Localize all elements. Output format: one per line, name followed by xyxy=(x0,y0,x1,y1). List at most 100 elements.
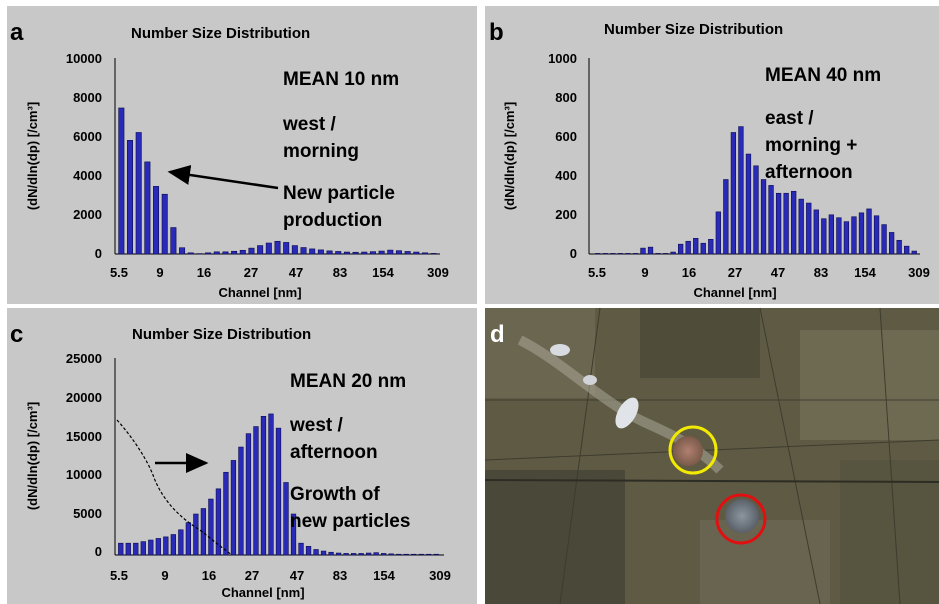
panel-c-bars xyxy=(118,414,438,555)
salt-lake xyxy=(583,375,597,385)
bar xyxy=(164,537,169,555)
bar xyxy=(396,554,401,555)
y-tick-label: 2000 xyxy=(73,207,102,222)
annotation-location: west / xyxy=(289,415,344,436)
bar xyxy=(806,203,811,254)
panel-d-satellite-image: d xyxy=(485,308,939,604)
x-tick-label: 47 xyxy=(290,568,304,583)
y-tick-label: 600 xyxy=(555,129,577,144)
x-tick-label: 83 xyxy=(333,265,347,280)
panel-b-title: Number Size Distribution xyxy=(604,21,783,38)
bar xyxy=(186,523,191,555)
bar xyxy=(633,253,638,254)
panel-c-x-ticks: 5.5 9 16 27 47 83 154 309 xyxy=(110,568,451,583)
bar xyxy=(275,241,280,254)
bar xyxy=(145,162,150,254)
bar xyxy=(897,240,902,254)
bar xyxy=(266,243,271,254)
x-tick-label: 47 xyxy=(289,265,303,280)
x-tick-label: 83 xyxy=(814,265,828,280)
bar xyxy=(127,140,132,254)
annotation-time: morning xyxy=(283,141,359,162)
bar xyxy=(791,191,796,254)
panel-a-bars xyxy=(119,108,437,254)
bar xyxy=(321,551,326,555)
bar xyxy=(246,434,251,555)
bar xyxy=(362,252,367,254)
panel-d-letter: d xyxy=(490,321,505,348)
y-tick-label: 0 xyxy=(95,544,102,559)
bar xyxy=(663,253,668,254)
bar xyxy=(746,154,751,254)
annotation-note-line2: production xyxy=(283,210,382,231)
mine-pit-west xyxy=(673,436,703,466)
bar xyxy=(327,251,332,254)
bar xyxy=(299,543,304,555)
bar xyxy=(171,228,176,254)
bar xyxy=(882,225,887,254)
bar xyxy=(837,218,842,254)
y-tick-label: 0 xyxy=(95,246,102,261)
bar xyxy=(269,414,274,555)
panel-b-y-ticks: 0 200 400 600 800 1000 xyxy=(548,51,577,261)
annotation-note-line1: Growth of xyxy=(290,484,380,505)
bar xyxy=(336,553,341,555)
bar xyxy=(370,252,375,254)
bar xyxy=(829,215,834,254)
y-tick-label: 1000 xyxy=(548,51,577,66)
bar xyxy=(314,549,319,555)
y-tick-label: 0 xyxy=(570,246,577,261)
bar xyxy=(693,238,698,254)
bar xyxy=(769,185,774,254)
bar xyxy=(434,554,439,555)
bar xyxy=(292,246,297,254)
bar xyxy=(799,199,804,254)
bar xyxy=(618,253,623,254)
bar xyxy=(254,427,259,555)
bar xyxy=(414,252,419,254)
bar xyxy=(240,250,245,254)
x-tick-label: 309 xyxy=(908,265,930,280)
panel-a-x-ticks: 5.5 9 16 27 47 83 154 309 xyxy=(110,265,449,280)
x-tick-label: 27 xyxy=(245,568,259,583)
x-tick-label: 154 xyxy=(372,265,394,280)
bar xyxy=(224,472,229,555)
x-tick-label: 9 xyxy=(156,265,163,280)
bar xyxy=(431,253,436,254)
bar xyxy=(776,193,781,254)
mine-pit-east xyxy=(725,499,759,533)
bar xyxy=(739,127,744,254)
bar xyxy=(419,554,424,555)
bar xyxy=(422,253,427,254)
bar xyxy=(761,180,766,254)
x-tick-label: 154 xyxy=(854,265,876,280)
bar xyxy=(379,251,384,254)
bar xyxy=(724,180,729,254)
panel-a-ylabel: (dN/dln(dp) [/cm³] xyxy=(25,102,40,210)
x-tick-label: 83 xyxy=(333,568,347,583)
panel-a-y-ticks: 0 2000 4000 6000 8000 10000 xyxy=(66,51,102,261)
bar xyxy=(284,483,289,556)
y-tick-label: 20000 xyxy=(66,390,102,405)
bar xyxy=(411,554,416,555)
bar xyxy=(731,132,736,254)
x-tick-label: 154 xyxy=(373,568,395,583)
bar xyxy=(389,554,394,555)
x-tick-label: 5.5 xyxy=(588,265,606,280)
y-tick-label: 10000 xyxy=(66,51,102,66)
bar xyxy=(329,552,334,555)
bar xyxy=(381,553,386,555)
bar xyxy=(283,242,288,254)
bar xyxy=(867,209,872,254)
bar xyxy=(656,253,661,254)
bar xyxy=(261,416,266,555)
bar xyxy=(239,447,244,555)
bar xyxy=(301,248,306,254)
bar xyxy=(136,132,141,254)
panel-a-xlabel: Channel [nm] xyxy=(218,285,301,300)
bar xyxy=(611,253,616,254)
bar xyxy=(231,251,236,254)
bar xyxy=(595,253,600,254)
x-tick-label: 5.5 xyxy=(110,568,128,583)
